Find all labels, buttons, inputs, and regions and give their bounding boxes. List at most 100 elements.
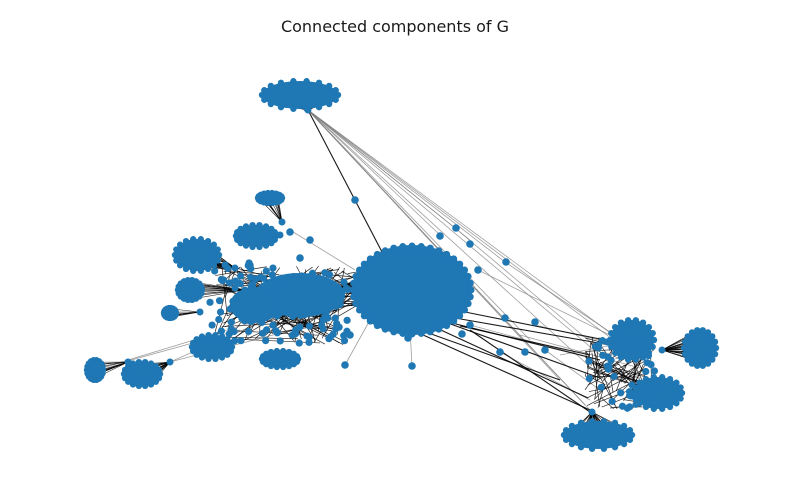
connector-node — [452, 224, 460, 232]
right-core-node — [597, 383, 605, 391]
left-cluster-a-blob — [175, 239, 219, 271]
left-cluster-b-leaf — [242, 223, 250, 230]
left-core-node — [246, 261, 254, 269]
top-cluster-blob — [262, 81, 338, 109]
left-cluster-a-leaf — [214, 246, 221, 253]
left-cluster-i-leaf — [172, 308, 179, 315]
bridge-edge — [459, 325, 591, 356]
right-cluster-b-leaf — [688, 360, 696, 367]
inter-edge — [519, 334, 641, 369]
right-cluster-c-leaf — [658, 374, 666, 381]
bridge-edge — [411, 329, 591, 411]
right-core-node — [626, 340, 634, 348]
figure-title: Connected components of G — [280, 17, 510, 36]
right-core-node — [604, 365, 612, 373]
left-cluster-a-leaf — [210, 241, 218, 248]
right-cluster-a-leaf — [624, 317, 632, 324]
connector-node — [458, 330, 466, 338]
right-edge — [591, 352, 601, 407]
left-core-node — [236, 272, 245, 280]
left-cluster-e-blob — [192, 335, 232, 359]
top-cluster-leaf — [334, 91, 342, 99]
left-cluster-a-leaf — [173, 257, 180, 264]
left-core-node — [231, 337, 239, 345]
giant-component-node — [352, 272, 360, 280]
left-cluster-a-leaf — [197, 267, 205, 274]
top-cluster-leaf — [277, 79, 285, 87]
left-cluster-a-leaf — [204, 265, 212, 273]
bridge-edge — [307, 109, 383, 253]
right-cluster-d-blob — [564, 421, 632, 449]
right-cluster-c-leaf — [673, 379, 680, 386]
right-cluster-c-leaf — [666, 403, 674, 411]
left-core-node — [208, 321, 216, 329]
left-cluster-e-leaf — [224, 351, 231, 358]
right-cluster-d-leaf — [562, 436, 570, 443]
giant-component-node — [349, 286, 357, 294]
giant-component-node — [443, 250, 451, 258]
left-core-node — [227, 318, 235, 326]
giant-component-node — [366, 317, 374, 325]
giant-component-node — [399, 329, 407, 337]
left-cluster-a-leaf — [182, 265, 190, 273]
left-cluster-c-leaf — [278, 193, 285, 200]
left-core-node — [226, 279, 234, 287]
right-cluster-b-leaf — [684, 356, 691, 363]
left-cluster-g-blob — [124, 362, 160, 386]
left-core-node — [305, 333, 313, 341]
left-cluster-f-leaf — [273, 347, 281, 355]
left-cluster-b-leaf — [237, 225, 244, 233]
left-core-node — [215, 297, 224, 305]
left-core-node — [329, 330, 337, 338]
right-cluster-b-leaf — [709, 356, 716, 363]
top-cluster-leaf — [267, 100, 275, 108]
left-cluster-b-blob — [236, 225, 276, 247]
giant-component-node — [408, 242, 416, 250]
right-cluster-b-leaf — [681, 338, 689, 346]
left-core-node — [206, 298, 214, 306]
giant-component-node — [435, 247, 443, 255]
left-cluster-e-leaf — [193, 336, 200, 343]
left-cluster-e-leaf — [218, 333, 226, 340]
left-cluster-a-leaf — [173, 246, 180, 253]
right-cluster-a-leaf — [611, 323, 619, 331]
right-edge — [591, 336, 599, 375]
right-cluster-b-leaf — [680, 344, 688, 352]
right-cluster-a-leaf — [608, 343, 615, 351]
left-cluster-b-leaf — [271, 229, 278, 236]
right-edge — [587, 367, 647, 398]
top-cluster-leaf — [261, 87, 268, 94]
left-core-node — [262, 267, 270, 275]
right-core-node — [639, 379, 647, 388]
right-cluster-d-leaf — [611, 443, 619, 451]
giant-component-node — [355, 266, 363, 274]
left-cluster-e-leaf — [212, 331, 219, 339]
left-core-node — [276, 337, 284, 345]
giant-component-node — [426, 244, 434, 252]
right-cluster-c-leaf — [666, 375, 674, 383]
left-cluster-a-leaf — [189, 267, 197, 274]
left-cluster-d-blob — [178, 280, 202, 300]
right-core-node — [632, 400, 640, 408]
giant-component-node — [426, 328, 434, 336]
connector-node — [496, 348, 504, 356]
inter-edge — [544, 349, 601, 391]
right-core-node — [634, 335, 643, 343]
left-core-node — [295, 339, 303, 347]
giant-component-node — [381, 325, 389, 333]
connector-node — [466, 321, 474, 329]
left-cluster-e-leaf — [198, 333, 206, 340]
right-cluster-b-leaf — [709, 333, 716, 340]
nodes-layer — [83, 78, 720, 452]
right-cluster-a-leaf — [608, 329, 615, 337]
right-cluster-d-leaf — [588, 418, 596, 425]
left-cluster-b-leaf — [242, 242, 250, 249]
left-edge — [217, 336, 298, 340]
right-cluster-c-hub — [628, 381, 636, 389]
giant-component-node — [390, 244, 398, 252]
right-edge — [590, 342, 616, 406]
top-cluster-leaf — [325, 100, 333, 108]
right-cluster-b-leaf — [681, 350, 689, 358]
connector-node — [501, 314, 509, 322]
connector-node — [436, 232, 444, 240]
